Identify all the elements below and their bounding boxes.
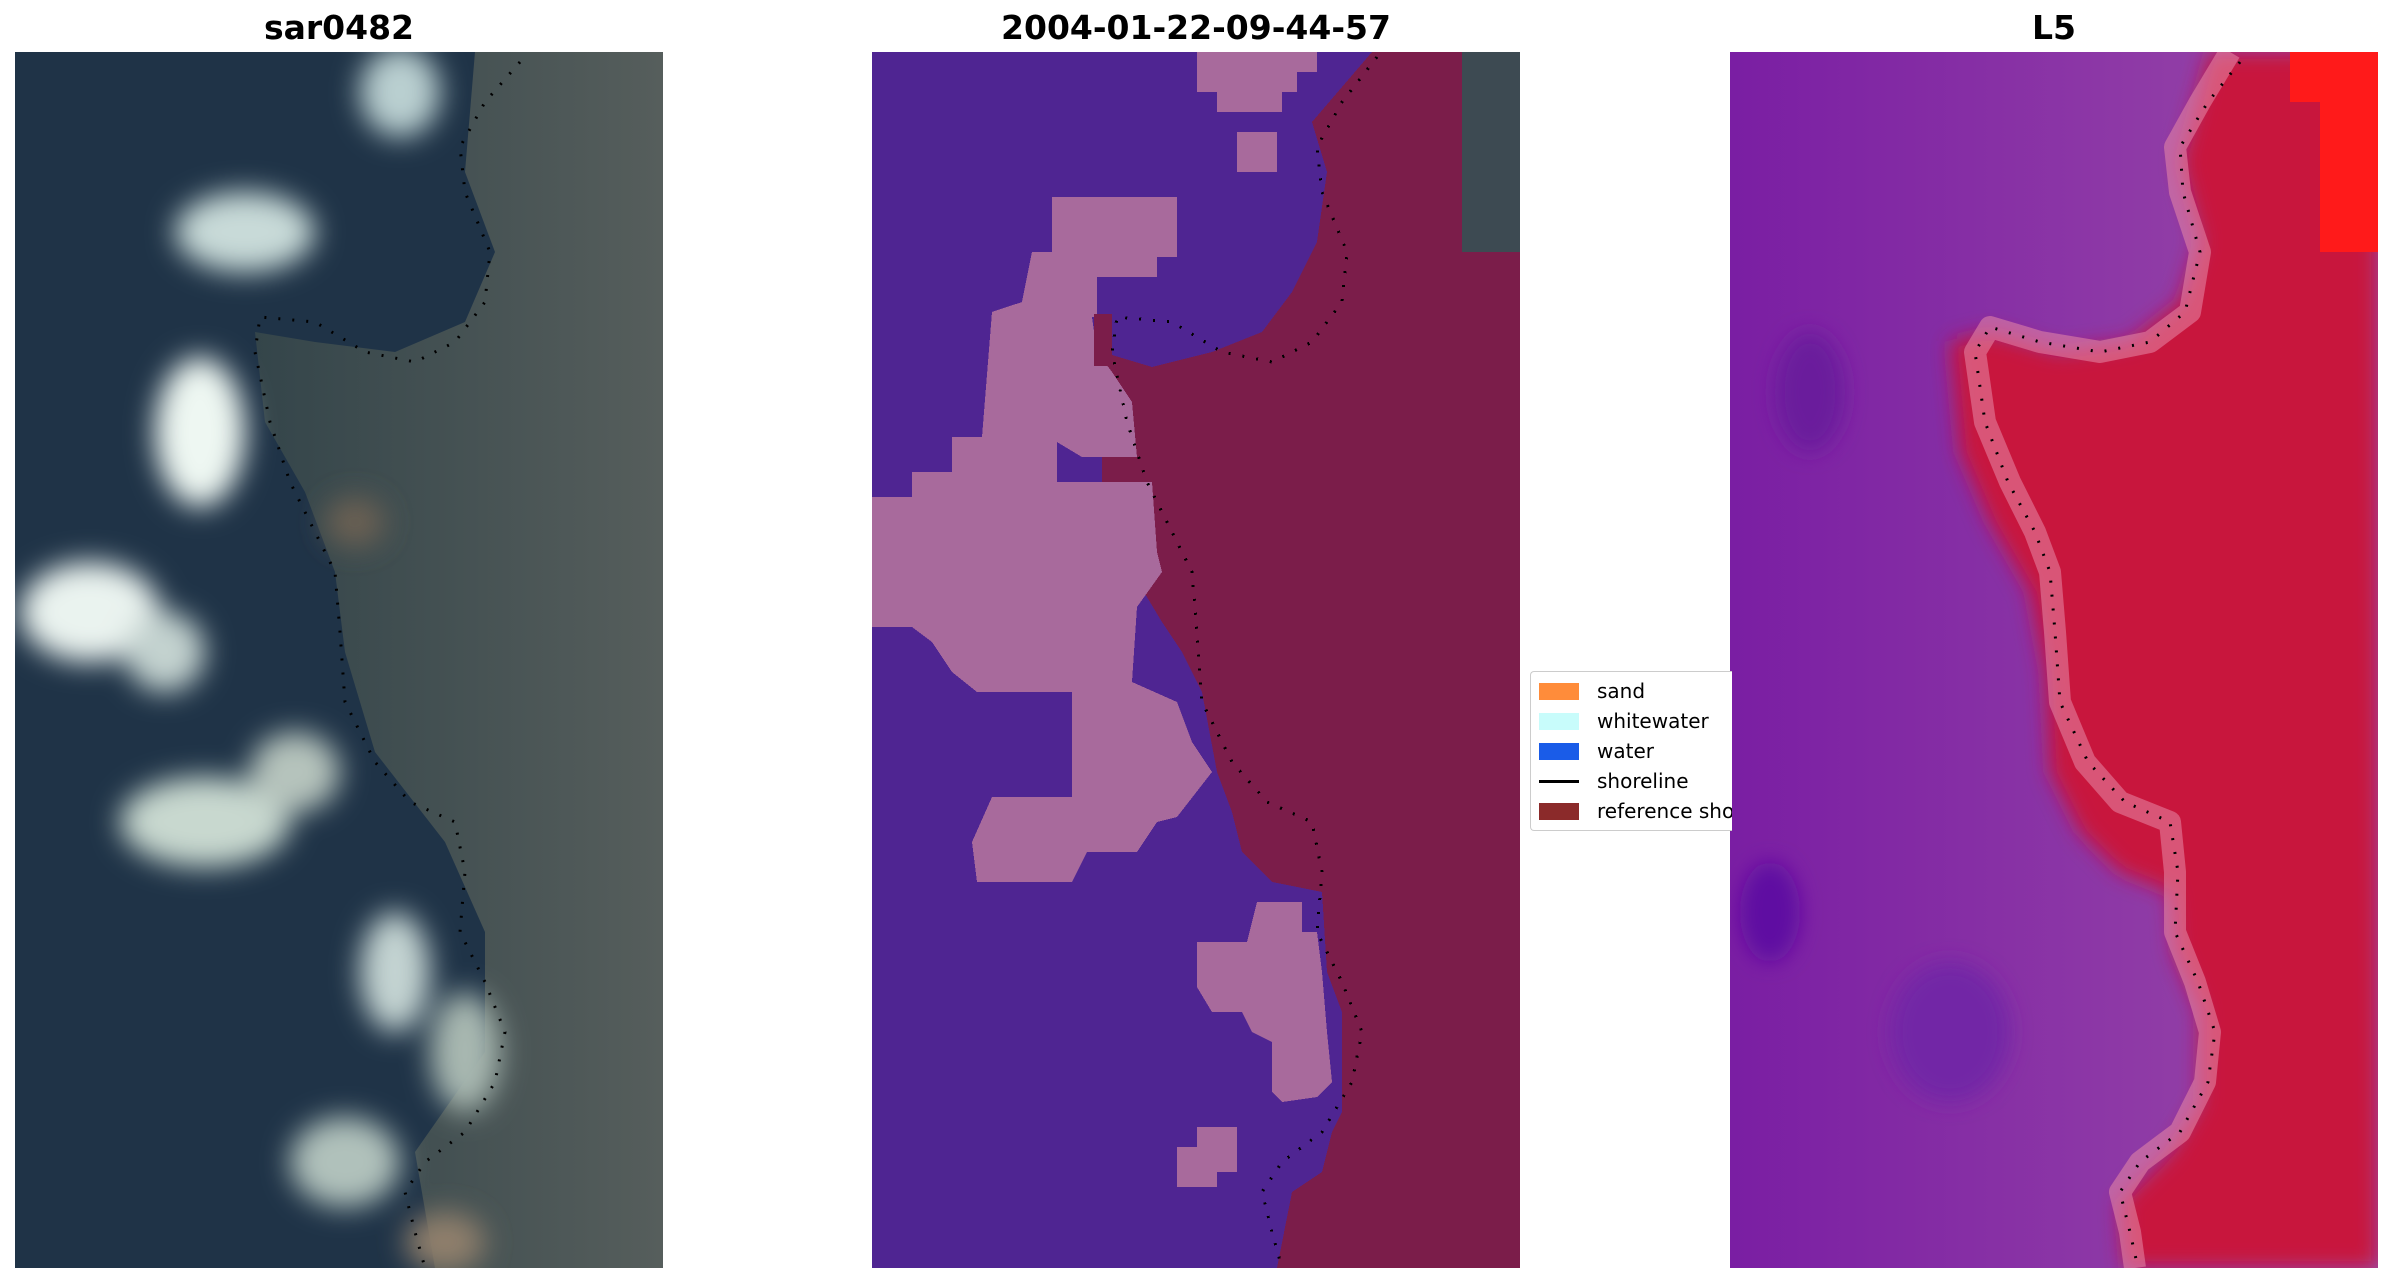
- whitewater-swatch: [1539, 712, 1579, 730]
- rgb-satellite-image: [15, 52, 663, 1268]
- panel-title-date: 2004-01-22-09-44-57: [1001, 8, 1391, 47]
- legend-label-whitewater: whitewater: [1597, 709, 1709, 733]
- index-image: [1730, 52, 2378, 1268]
- sand-swatch: [1539, 682, 1579, 700]
- panel-title-satellite: L5: [2032, 8, 2076, 47]
- classification-image: [872, 52, 1520, 1268]
- legend-item-sand: sand: [1539, 679, 1645, 703]
- legend-label-water: water: [1597, 739, 1654, 763]
- legend-item-reference-shoreline: reference shoreline: [1539, 799, 1732, 823]
- legend-item-whitewater: whitewater: [1539, 709, 1709, 733]
- reference-shoreline-swatch: [1539, 802, 1579, 820]
- legend-item-shoreline: shoreline: [1539, 769, 1689, 793]
- water-swatch: [1539, 742, 1579, 760]
- shoreline-line-swatch: [1539, 779, 1579, 783]
- legend-label-sand: sand: [1597, 679, 1646, 703]
- legend-label-shoreline: shoreline: [1597, 769, 1689, 793]
- legend: sand whitewater water shoreline referenc…: [1530, 671, 1732, 831]
- legend-label-reference-shoreline: reference shoreline: [1597, 799, 1732, 823]
- legend-item-water: water: [1539, 739, 1654, 763]
- panel-title-image-id: sar0482: [263, 8, 415, 47]
